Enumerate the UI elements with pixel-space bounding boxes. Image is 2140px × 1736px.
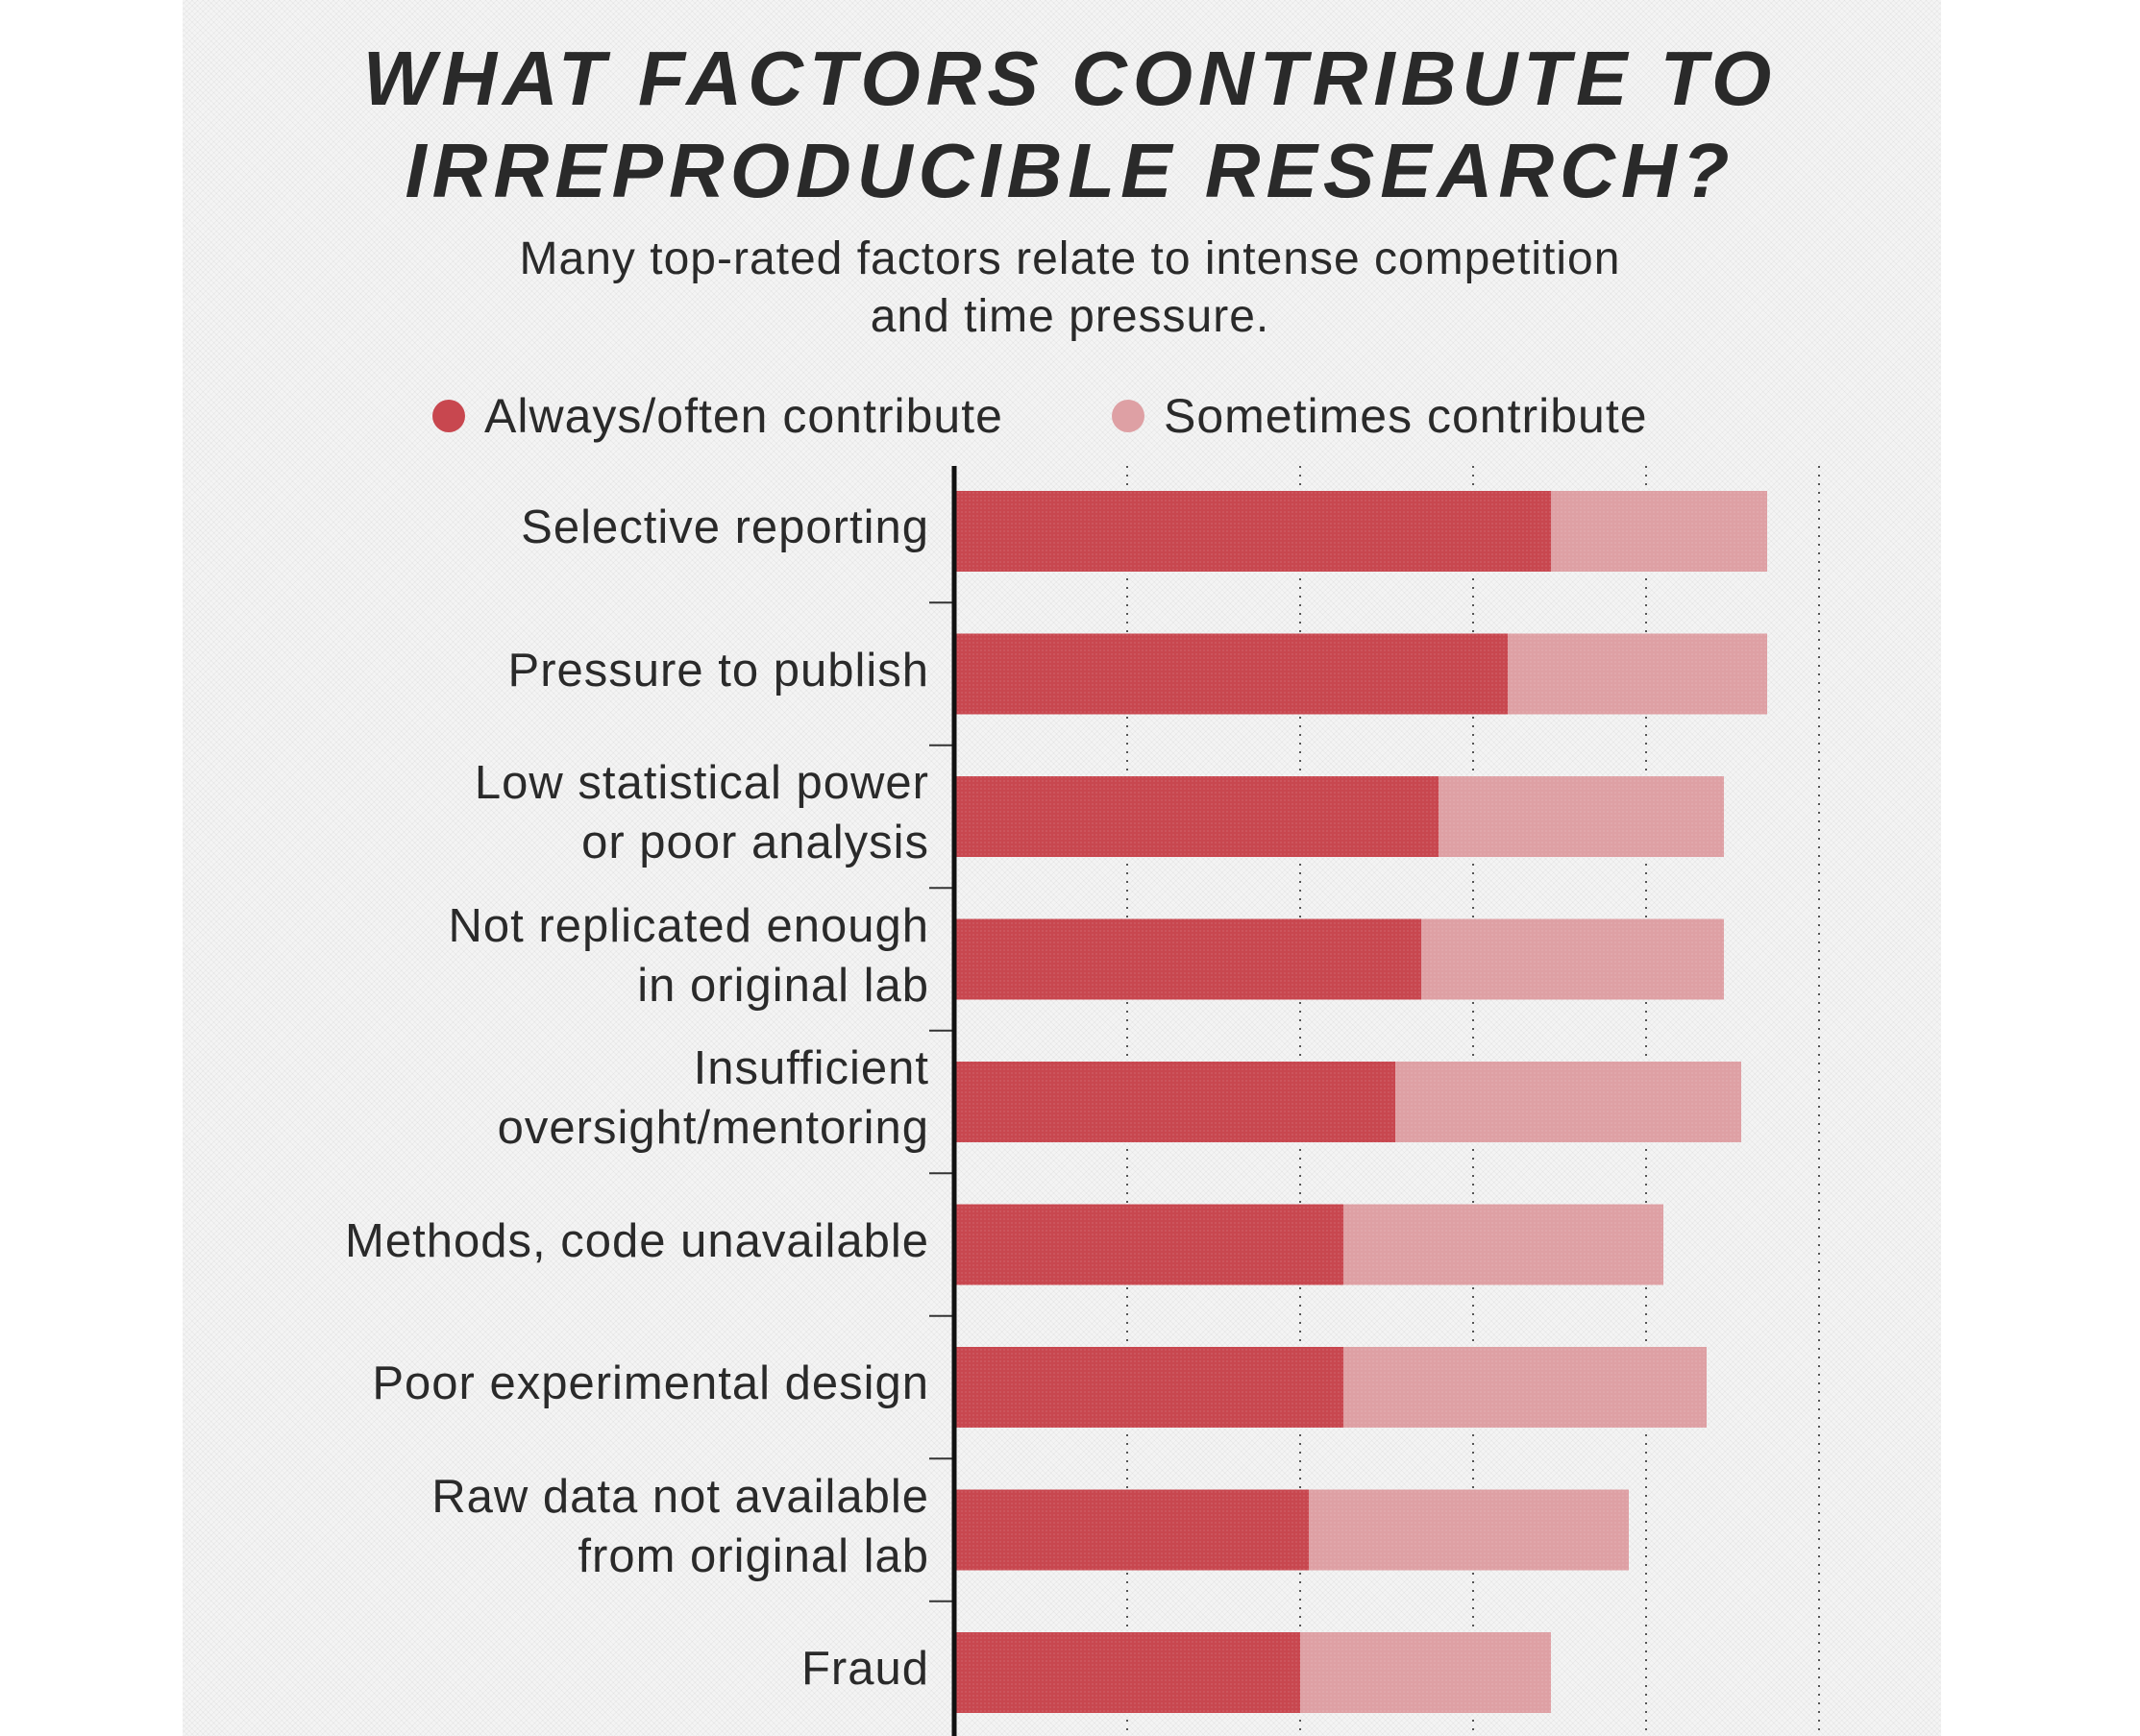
bar-texture-1-0 [1551,491,1767,572]
legend-swatch-sometimes [1112,400,1144,432]
chart-subtitle-line-1: Many top-rated factors relate to intense… [519,233,1621,284]
category-label-line: oversight/mentoring [497,1102,929,1154]
bar-texture-0-6 [954,1347,1343,1428]
category-label-line: Poor experimental design [372,1357,929,1409]
bar-texture-1-6 [1343,1347,1707,1428]
bar-texture-0-3 [954,918,1421,1000]
category-label-line: or poor analysis [581,817,929,868]
category-label-line: Pressure to publish [507,644,929,697]
bar-texture-0-4 [954,1062,1395,1142]
category-label-line: Fraud [800,1643,929,1695]
chart-title-line-2: IRREPRODUCIBLE RESEARCH? [405,128,1735,213]
category-label-line: Not replicated enough [448,899,929,952]
bar-texture-1-3 [1421,918,1724,1000]
bar-texture-0-7 [954,1489,1309,1571]
category-label-3: Not replicated enough in original lab [180,896,929,1015]
category-label-8: Fraud [180,1639,929,1699]
category-label-2: Low statistical power or poor analysis [180,753,929,872]
bar-texture-1-8 [1300,1632,1551,1713]
bar-texture-1-4 [1395,1062,1741,1142]
legend-label-always: Always/often contribute [484,389,1003,443]
chart-legend: Always/often contribute Sometimes contri… [0,384,2140,448]
category-label-line: in original lab [637,959,929,1012]
chart-subtitle-line-2: and time pressure. [870,291,1270,342]
category-label-line: Low statistical power [474,757,929,809]
legend-swatch-always [432,400,465,432]
legend-item-sometimes: Sometimes contribute [1112,384,1648,448]
chart-title-line-1: WHAT FACTORS CONTRIBUTE TO [362,36,1778,121]
legend-item-always: Always/often contribute [432,384,1003,448]
bar-texture-0-8 [954,1632,1300,1713]
legend-label-sometimes: Sometimes contribute [1164,389,1648,443]
category-label-line: Methods, code unavailable [345,1214,929,1267]
bar-texture-0-0 [954,491,1551,572]
category-label-1: Pressure to publish [180,641,929,700]
category-label-line: Raw data not available [431,1470,929,1523]
category-label-0: Selective reporting [180,498,929,557]
category-label-6: Poor experimental design [180,1354,929,1413]
category-label-5: Methods, code unavailable [180,1211,929,1271]
bar-texture-1-5 [1343,1204,1663,1285]
chart-background [183,0,1941,1736]
category-label-line: from original lab [578,1529,929,1582]
bar-texture-1-2 [1439,776,1724,857]
bar-texture-0-1 [954,633,1508,715]
bar-texture-1-1 [1508,633,1767,715]
bar-texture-0-2 [954,776,1439,857]
category-label-7: Raw data not available from original lab [180,1467,929,1586]
bar-texture-0-5 [954,1204,1343,1285]
category-label-line: Selective reporting [521,501,929,553]
category-label-line: Insufficient [693,1042,929,1094]
category-label-4: Insufficient oversight/mentoring [180,1039,929,1158]
bar-texture-1-7 [1309,1489,1629,1571]
